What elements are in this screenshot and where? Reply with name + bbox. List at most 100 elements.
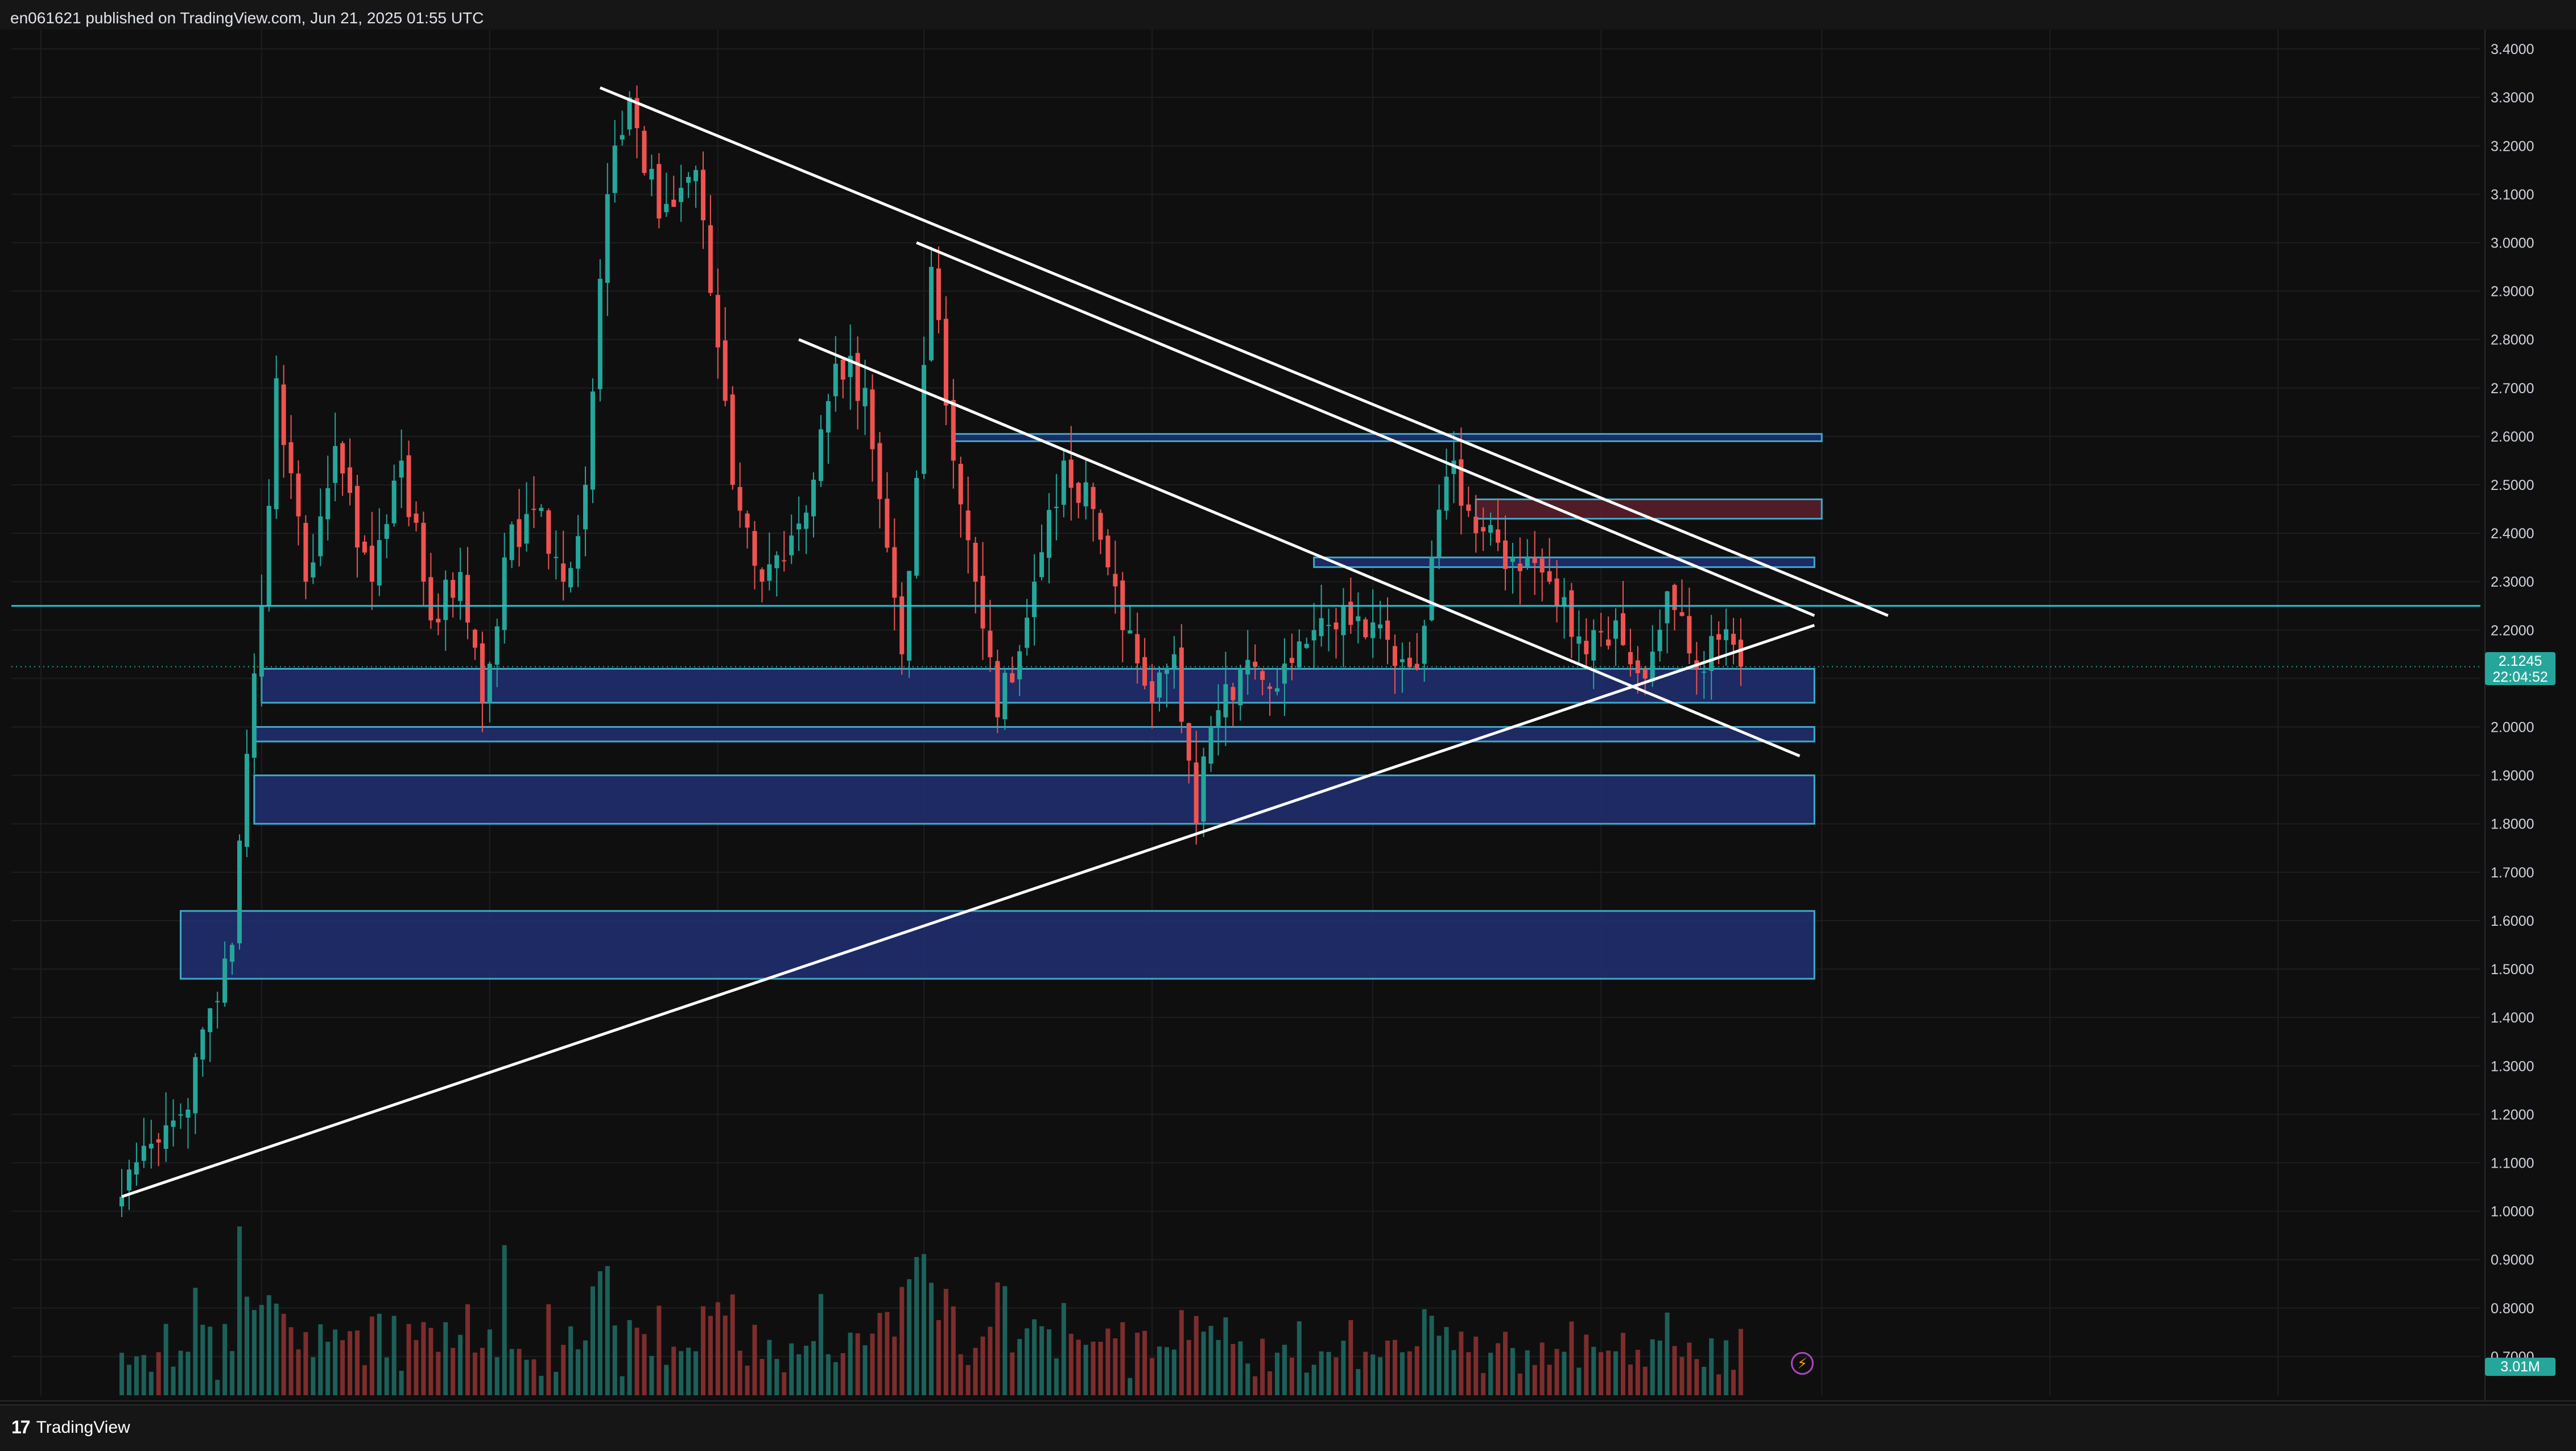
volume-bar — [458, 1334, 463, 1395]
tradingview-brand[interactable]: 17 TradingView — [11, 1417, 130, 1438]
candle-body — [1378, 624, 1383, 629]
volume-bar — [311, 1357, 316, 1395]
candle-body — [943, 319, 948, 406]
candle-body — [171, 1120, 176, 1127]
volume-bar — [840, 1353, 845, 1395]
volume-bar — [502, 1245, 507, 1395]
candle-body — [237, 840, 242, 943]
volume-bar — [1311, 1365, 1316, 1395]
volume-bar — [1253, 1376, 1258, 1395]
candle-body — [1525, 556, 1530, 566]
candle-body — [274, 378, 279, 509]
price-zone — [1313, 557, 1815, 568]
volume-bar — [274, 1303, 279, 1395]
candle-body — [1025, 617, 1030, 648]
y-tick-label: 3.2000 — [2491, 138, 2534, 154]
lightning-icon[interactable]: ⚡ — [1791, 1352, 1814, 1375]
volume-bar — [1017, 1339, 1022, 1395]
volume-bar — [1562, 1351, 1567, 1395]
candle-body — [774, 555, 779, 568]
volume-bar — [899, 1287, 905, 1395]
volume-bar — [531, 1359, 536, 1395]
candle-body — [215, 1001, 220, 1003]
candle-body — [244, 753, 249, 847]
candle-body — [303, 522, 308, 582]
volume-bar — [870, 1333, 875, 1395]
candle-body — [870, 389, 875, 450]
y-tick-label: 2.6000 — [2491, 429, 2534, 445]
volume-bar — [362, 1365, 367, 1395]
candle-body — [1665, 591, 1670, 624]
volume-bar — [296, 1349, 301, 1395]
volume-bar — [1142, 1330, 1147, 1395]
volume-bar — [399, 1370, 404, 1395]
volume-bar — [369, 1316, 374, 1395]
volume-bar — [1459, 1332, 1464, 1395]
volume-bar — [141, 1355, 146, 1395]
volume-bar — [1068, 1334, 1074, 1395]
candle-body — [311, 562, 316, 578]
candle-body — [723, 340, 728, 401]
candle-body — [428, 577, 434, 621]
volume-bar — [576, 1349, 581, 1395]
volume-bar — [1046, 1329, 1051, 1395]
y-tick-label: 3.1000 — [2491, 187, 2534, 203]
volume-bar — [1407, 1351, 1412, 1395]
candle-body — [973, 542, 978, 582]
last-price-value: 2.1245 — [2498, 653, 2542, 669]
volume-bar — [494, 1357, 499, 1395]
volume-bar — [1171, 1349, 1176, 1395]
volume-bar — [1223, 1317, 1228, 1395]
volume-bar — [377, 1313, 382, 1395]
candle-body — [1400, 659, 1405, 662]
volume-bar — [1422, 1309, 1427, 1395]
candle-body — [443, 579, 448, 620]
volume-bar — [384, 1357, 389, 1395]
candle-body — [1407, 657, 1412, 667]
volume-bar — [1157, 1346, 1162, 1395]
volume-bar — [752, 1325, 757, 1395]
candle-body — [1436, 509, 1442, 557]
volume-bar — [1238, 1341, 1243, 1395]
volume-bar — [561, 1345, 566, 1395]
trendline — [599, 86, 1889, 617]
volume-bar — [922, 1254, 927, 1395]
candle-body — [1341, 605, 1346, 636]
volume-bar — [700, 1306, 705, 1395]
volume-bar — [428, 1328, 434, 1395]
volume-bar — [679, 1351, 684, 1395]
volume-bar — [524, 1359, 529, 1395]
y-tick-label: 2.7000 — [2491, 381, 2534, 397]
volume-bar — [995, 1282, 1000, 1395]
candle-body — [1105, 535, 1111, 568]
volume-bar — [414, 1340, 419, 1395]
volume-bar — [1400, 1352, 1405, 1395]
candle-body — [1304, 644, 1309, 648]
candle-body — [597, 278, 602, 389]
candle-body — [1171, 654, 1176, 669]
candle-body — [583, 485, 588, 530]
candle-body — [156, 1139, 161, 1143]
candle-body — [1724, 629, 1729, 641]
trendlines[interactable] — [11, 86, 2480, 1198]
volume-bar — [1547, 1365, 1552, 1395]
candle-body — [200, 1029, 205, 1060]
volume-bar — [1496, 1343, 1501, 1395]
candle-body — [862, 388, 868, 407]
volume-bar — [1606, 1350, 1611, 1395]
candle-body — [377, 540, 382, 586]
volume-bar — [620, 1376, 625, 1395]
candle-body — [1223, 684, 1228, 718]
candle-body — [1731, 633, 1736, 645]
candle-body — [1150, 681, 1155, 703]
volume-bar — [877, 1313, 882, 1395]
y-tick-label: 1.7000 — [2491, 865, 2534, 881]
candle-body — [1657, 629, 1662, 652]
price-chart[interactable]: 0.70000.80000.90001.00001.10001.20001.30… — [0, 30, 2576, 1404]
candle-body — [465, 575, 470, 623]
y-tick-label: 1.5000 — [2491, 962, 2534, 978]
volume-bar — [1672, 1346, 1677, 1395]
volume-bar — [163, 1324, 168, 1395]
volume-bar — [1289, 1357, 1294, 1395]
candle-body — [487, 663, 492, 703]
